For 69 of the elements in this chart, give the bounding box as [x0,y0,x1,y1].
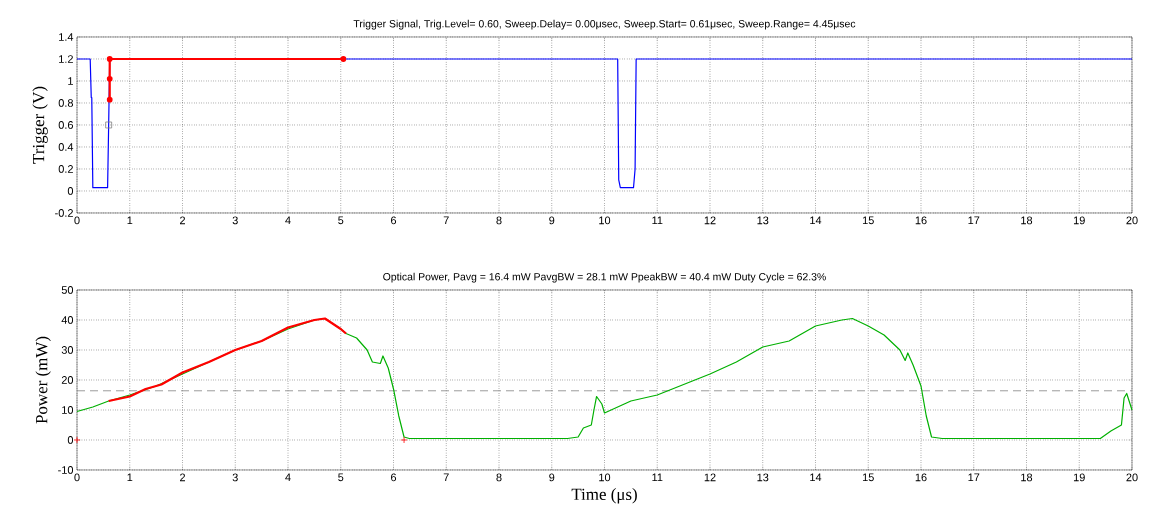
y-tick-label: 40 [61,316,74,324]
x-tick-label: 8 [496,473,502,482]
point [106,96,113,103]
point [106,56,113,62]
x-tick-label: 15 [862,473,874,482]
x-tick-label: 7 [443,473,449,482]
x-tick-label: 17 [968,216,980,225]
x-tick-label: 0 [74,216,80,225]
y-tick-label: 1 [68,77,73,85]
y-tick-label: 0 [67,436,74,444]
x-tick-label: 2 [180,216,186,225]
x-tick-label: 17 [968,473,980,482]
x-tick-label: 20 [1126,216,1138,225]
point [105,121,113,129]
x-tick-label: 14 [810,216,822,225]
y-tick-label: 0.6 [58,121,74,129]
x-tick-label: 3 [232,473,238,482]
x-tick-label: 9 [549,473,555,482]
x-tick-label: 1 [127,216,133,225]
y-tick-label: 50 [61,286,74,294]
y-tick-label: 0 [67,187,74,195]
x-tick-label: 6 [391,473,397,482]
x-tick-label: 3 [232,216,238,225]
x-tick-label: 4 [285,216,291,225]
x-tick-label: 5 [338,216,344,225]
y-tick-label: 1.4 [59,33,74,41]
x-tick-label: 12 [704,216,716,225]
y-tick-label: 0.8 [58,99,74,107]
x-tick-label: 4 [285,473,291,482]
y-axis-title: Trigger (V) [32,86,48,164]
y-tick-label: 10 [62,406,74,414]
point [106,75,113,82]
x-tick-label: 7 [443,216,449,225]
y-tick-label: 20 [61,376,74,384]
x-tick-label: 16 [915,216,927,225]
y-tick-label: -0.2 [55,209,73,217]
x-tick-label: 13 [757,473,769,482]
chart-title: Optical Power, Pavg = 16.4 mW PavgBW = 28.1 mW PpeakBW = 40.4 mW Duty Cycle = 62.3% [383,272,826,283]
x-tick-label: 6 [391,216,397,225]
x-tick-label: 8 [496,216,502,225]
x-tick-label: 14 [810,473,822,482]
x-tick-label: 13 [757,216,769,225]
x-tick-label: 10 [599,216,611,225]
x-tick-label: 9 [549,216,555,225]
x-tick-label: 11 [652,216,663,225]
x-tick-label: 19 [1073,473,1085,482]
x-axis-title: Time (μs) [571,488,637,504]
x-tick-label: 20 [1126,473,1138,482]
x-tick-label: 19 [1073,216,1085,225]
x-tick-label: 2 [180,473,186,482]
y-tick-label: 1.2 [59,55,73,63]
chart-title: Trigger Signal, Trig.Level= 0.60, Sweep.Delay= 0.00μsec, Sweep.Start= 0.61μsec, Sweep.Range= 4.45μsec [353,19,856,30]
x-tick-label: 10 [599,473,611,482]
x-tick-label: 15 [862,216,874,225]
x-tick-label: 1 [127,473,133,482]
x-tick-label: 5 [338,473,344,482]
x-tick-label: 12 [704,473,716,482]
x-tick-label: 18 [1021,216,1033,225]
x-tick-label: 18 [1021,473,1033,482]
y-tick-label: 0.4 [58,143,74,151]
y-tick-label: 30 [61,346,74,354]
line-series [107,317,348,403]
y-tick-label: -10 [58,466,74,474]
x-tick-label: 11 [652,473,663,482]
point [340,56,347,62]
x-tick-label: 16 [915,473,927,482]
y-tick-label: 0.2 [58,165,73,173]
x-tick-label: 0 [74,473,80,482]
y-axis-title: Power (mW) [35,336,51,424]
